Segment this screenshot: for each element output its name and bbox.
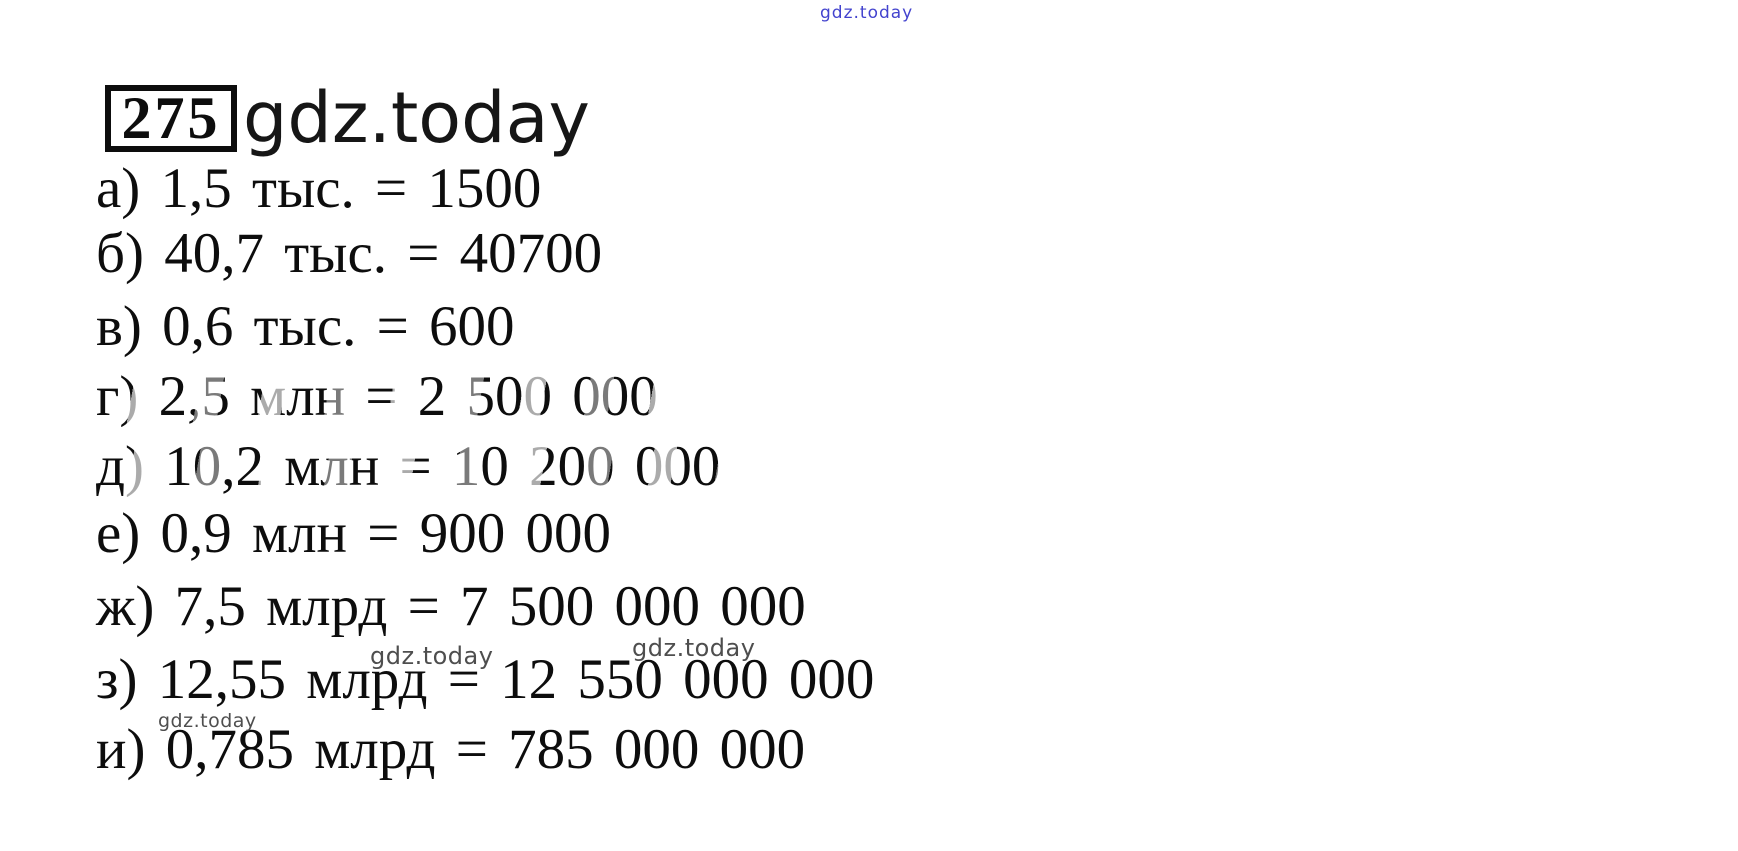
watermark-gdz-top: gdz.today [820,3,914,23]
solution-line-z: з) 12,55 млрд = 12 550 000 000 [96,648,875,711]
solution-line-a: а) 1,5 тыс. = 1500 [96,157,542,220]
site-logo-text: gdz.today [243,77,590,159]
problem-number: 275 [121,85,221,151]
solution-line-v: в) 0,6 тыс. = 600 [96,295,515,358]
watermark-gdz-inline-3: gdz.today [158,710,257,732]
solution-line-d: д) 10,2 млн = 10 200 000 [96,435,721,498]
watermark-gdz-inline-2: gdz.today [632,634,756,662]
solution-line-b: б) 40,7 тыс. = 40700 [96,222,603,285]
problem-number-box: 275 [105,85,237,152]
solution-line-zh: ж) 7,5 млрд = 7 500 000 000 [96,575,806,638]
watermark-gdz-inline-1: gdz.today [370,642,494,670]
solution-line-g: г) 2,5 млн = 2 500 000 [96,365,658,428]
solution-line-e: е) 0,9 млн = 900 000 [96,502,611,565]
solution-line-i: и) 0,785 млрд = 785 000 000 [96,718,806,781]
